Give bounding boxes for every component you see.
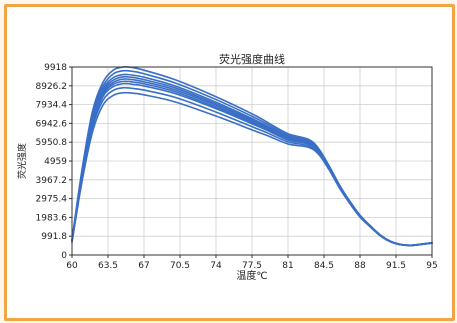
x-axis-label: 温度℃ (236, 269, 267, 282)
curves (71, 66, 433, 247)
y-tick-label: 0 (61, 251, 67, 261)
y-tick-label: 2975.4 (36, 195, 68, 205)
x-tick-label: 63.5 (98, 261, 118, 271)
y-tick-label: 6942.6 (36, 119, 68, 129)
series-line-9 (71, 91, 433, 247)
x-tick-label: 67 (138, 261, 149, 271)
x-tick-label: 81 (282, 261, 293, 271)
x-tick-label: 91.5 (386, 261, 406, 271)
x-tick-label: 95 (426, 261, 437, 271)
x-tick-label: 88 (354, 261, 366, 271)
x-tick-label: 77.5 (242, 261, 262, 271)
y-tick-label: 4959 (44, 157, 67, 167)
x-tick-label: 74 (210, 261, 222, 271)
y-axis-ticks: 0 991.8 1983.6 2975.4 3967.2 4959 5950.8 6942.6… (36, 63, 72, 261)
y-tick-label: 991.8 (41, 232, 67, 242)
y-tick-label: 5950.8 (36, 138, 68, 148)
x-tick-label: 70.5 (170, 261, 190, 271)
y-tick-label: 7934.4 (36, 101, 68, 111)
x-axis-ticks: 60 63.5 67 70.5 74 77.5 81 84.5 88 91.5 95 (66, 255, 438, 271)
y-axis-label: 荧光强度 (16, 143, 28, 179)
x-tick-label: 84.5 (314, 261, 334, 271)
chart-title: 荧光强度曲线 (219, 52, 285, 66)
y-tick-label: 3967.2 (36, 176, 68, 186)
y-tick-label: 9918 (44, 63, 67, 73)
y-tick-label: 8926.2 (36, 82, 68, 92)
y-tick-label: 1983.6 (36, 213, 68, 223)
x-tick-label: 60 (66, 261, 78, 271)
